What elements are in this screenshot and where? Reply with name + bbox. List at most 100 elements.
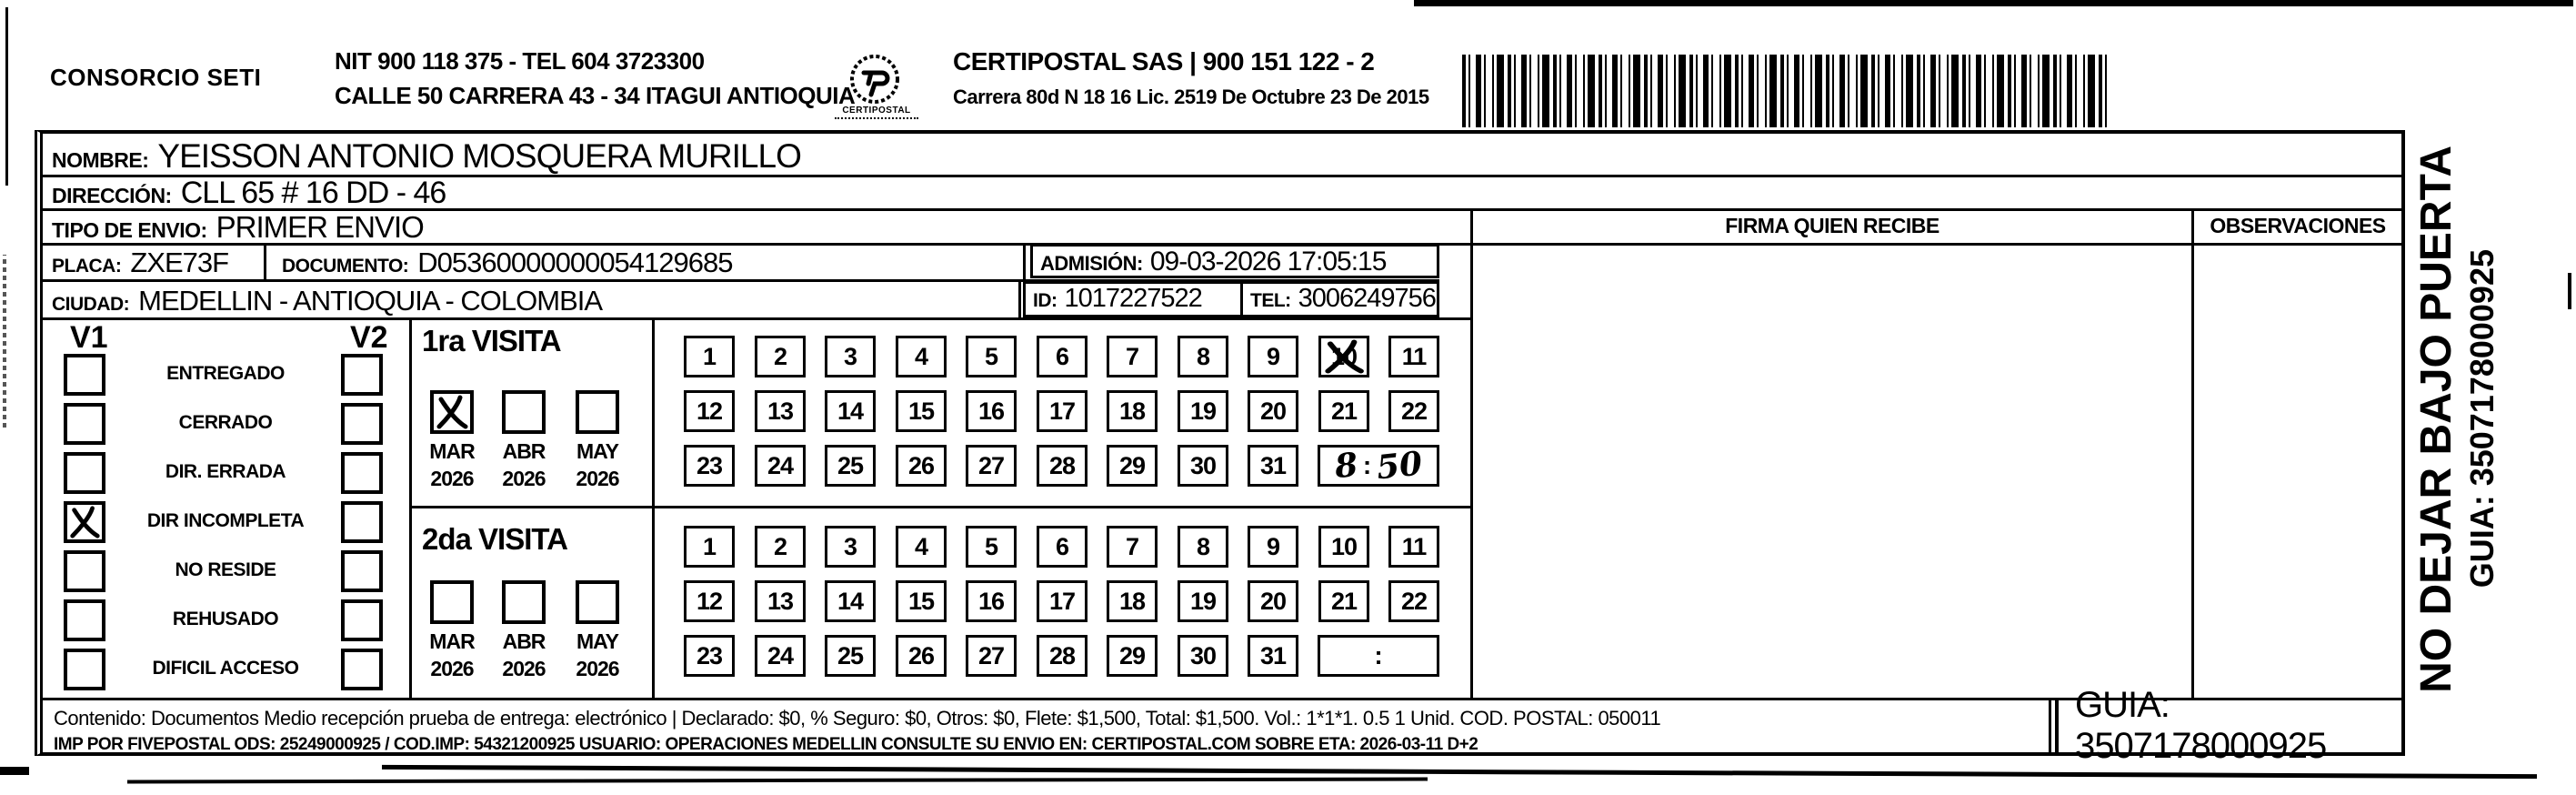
day-number: 19	[1189, 587, 1217, 615]
day-cell-15-visit-1[interactable]: 15	[896, 390, 947, 432]
day-cell-24-visit-1[interactable]: 24	[755, 445, 806, 487]
v1-checkbox-DIR INCOMPLETA[interactable]	[64, 501, 105, 543]
firma-signature-area[interactable]	[1473, 246, 2189, 695]
day-cell-25-visit-2[interactable]: 25	[825, 635, 876, 677]
day-cell-20-visit-1[interactable]: 20	[1248, 390, 1298, 432]
visit-title: 2da VISITA	[422, 522, 568, 556]
day-cell-21-visit-1[interactable]: 21	[1318, 390, 1369, 432]
divider	[1470, 208, 1473, 698]
day-cell-5-visit-1[interactable]: 5	[966, 336, 1017, 377]
direccion-label: DIRECCIÓN:	[52, 184, 172, 207]
day-cell-7-visit-2[interactable]: 7	[1107, 526, 1158, 568]
day-cell-21-visit-2[interactable]: 21	[1318, 580, 1369, 622]
day-cell-22-visit-2[interactable]: 22	[1388, 580, 1439, 622]
day-cell-25-visit-1[interactable]: 25	[825, 445, 876, 487]
day-cell-23-visit-1[interactable]: 23	[684, 445, 735, 487]
day-cell-10-visit-2[interactable]: 10	[1318, 526, 1369, 568]
month-checkbox-ABR-visit-1[interactable]	[502, 390, 546, 434]
time-box-visit-2[interactable]: :	[1318, 635, 1439, 677]
day-cell-4-visit-1[interactable]: 4	[896, 336, 947, 377]
v1-checkbox-DIFICIL ACCESO[interactable]	[64, 649, 105, 690]
day-cell-2-visit-2[interactable]: 2	[755, 526, 806, 568]
v2-checkbox-CERRADO[interactable]	[341, 403, 383, 445]
day-cell-10-visit-1[interactable]: 10	[1318, 336, 1369, 377]
day-cell-9-visit-2[interactable]: 9	[1248, 526, 1298, 568]
day-cell-13-visit-2[interactable]: 13	[755, 580, 806, 622]
day-cell-29-visit-2[interactable]: 29	[1107, 635, 1158, 677]
day-cell-24-visit-2[interactable]: 24	[755, 635, 806, 677]
day-cell-30-visit-2[interactable]: 30	[1178, 635, 1228, 677]
day-cell-3-visit-2[interactable]: 3	[825, 526, 876, 568]
day-cell-9-visit-1[interactable]: 9	[1248, 336, 1298, 377]
nombre-row: NOMBRE: YEISSON ANTONIO MOSQUERA MURILLO	[43, 137, 802, 176]
day-number: 2	[773, 342, 787, 370]
day-cell-18-visit-1[interactable]: 18	[1107, 390, 1158, 432]
day-cell-12-visit-2[interactable]: 12	[684, 580, 735, 622]
day-cell-29-visit-1[interactable]: 29	[1107, 445, 1158, 487]
day-cell-2-visit-1[interactable]: 2	[755, 336, 806, 377]
day-cell-15-visit-2[interactable]: 15	[896, 580, 947, 622]
v1-checkbox-REHUSADO[interactable]	[64, 599, 105, 641]
day-cell-14-visit-1[interactable]: 14	[825, 390, 876, 432]
time-box-visit-1[interactable]: 8:50	[1318, 444, 1439, 488]
day-cell-3-visit-1[interactable]: 3	[825, 336, 876, 377]
v1-checkbox-CERRADO[interactable]	[64, 403, 105, 445]
month-label: ABR 2026	[502, 439, 546, 490]
v2-checkbox-REHUSADO[interactable]	[341, 599, 383, 641]
day-cell-7-visit-1[interactable]: 7	[1107, 336, 1158, 377]
v1-checkbox-NO RESIDE[interactable]	[64, 550, 105, 592]
day-cell-16-visit-2[interactable]: 16	[966, 580, 1017, 622]
day-cell-17-visit-2[interactable]: 17	[1037, 580, 1088, 622]
day-number: 31	[1259, 641, 1287, 669]
day-cell-22-visit-1[interactable]: 22	[1388, 390, 1439, 432]
day-cell-30-visit-1[interactable]: 30	[1178, 445, 1228, 487]
day-cell-11-visit-2[interactable]: 11	[1388, 526, 1439, 568]
day-cell-28-visit-1[interactable]: 28	[1037, 445, 1088, 487]
day-cell-16-visit-1[interactable]: 16	[966, 390, 1017, 432]
month-checkbox-MAY-visit-1[interactable]	[576, 390, 619, 434]
v2-checkbox-DIR. ERRADA[interactable]	[341, 452, 383, 494]
day-cell-8-visit-1[interactable]: 8	[1178, 336, 1228, 377]
day-cell-31-visit-1[interactable]: 31	[1248, 445, 1298, 487]
month-checkbox-ABR-visit-2[interactable]	[502, 580, 546, 624]
day-cell-5-visit-2[interactable]: 5	[966, 526, 1017, 568]
day-cell-27-visit-1[interactable]: 27	[966, 445, 1017, 487]
observaciones-area[interactable]	[2194, 246, 2401, 695]
day-cell-14-visit-2[interactable]: 14	[825, 580, 876, 622]
day-cell-19-visit-2[interactable]: 19	[1178, 580, 1228, 622]
day-cell-31-visit-2[interactable]: 31	[1248, 635, 1298, 677]
day-cell-17-visit-1[interactable]: 17	[1037, 390, 1088, 432]
day-cell-6-visit-1[interactable]: 6	[1037, 336, 1088, 377]
v2-checkbox-DIFICIL ACCESO[interactable]	[341, 649, 383, 690]
ciudad-cell: CIUDAD: MEDELLIN - ANTIOQUIA - COLOMBIA	[43, 285, 603, 317]
day-cell-13-visit-1[interactable]: 13	[755, 390, 806, 432]
day-cell-20-visit-2[interactable]: 20	[1248, 580, 1298, 622]
day-cell-4-visit-2[interactable]: 4	[896, 526, 947, 568]
day-cell-18-visit-2[interactable]: 18	[1107, 580, 1158, 622]
month-checkbox-MAY-visit-2[interactable]	[576, 580, 619, 624]
day-cell-1-visit-1[interactable]: 1	[684, 336, 735, 377]
day-cell-26-visit-1[interactable]: 26	[896, 445, 947, 487]
day-cell-23-visit-2[interactable]: 23	[684, 635, 735, 677]
day-cell-19-visit-1[interactable]: 19	[1178, 390, 1228, 432]
month-checkbox-MAR-visit-2[interactable]	[430, 580, 474, 624]
day-cell-28-visit-2[interactable]: 28	[1037, 635, 1088, 677]
month-checkbox-MAR-visit-1[interactable]	[430, 390, 474, 434]
v2-checkbox-NO RESIDE[interactable]	[341, 550, 383, 592]
v2-checkbox-DIR INCOMPLETA[interactable]	[341, 501, 383, 543]
day-number: 21	[1330, 587, 1358, 615]
v1-checkbox-DIR. ERRADA[interactable]	[64, 452, 105, 494]
day-cell-26-visit-2[interactable]: 26	[896, 635, 947, 677]
v1-checkbox-ENTREGADO[interactable]	[64, 354, 105, 396]
v2-checkbox-ENTREGADO[interactable]	[341, 354, 383, 396]
day-cell-12-visit-1[interactable]: 12	[684, 390, 735, 432]
day-cell-27-visit-2[interactable]: 27	[966, 635, 1017, 677]
day-cell-11-visit-1[interactable]: 11	[1388, 336, 1439, 377]
day-cell-1-visit-2[interactable]: 1	[684, 526, 735, 568]
handwritten-hour: 8	[1332, 445, 1359, 487]
day-cell-6-visit-2[interactable]: 6	[1037, 526, 1088, 568]
status-label: NO RESIDE	[175, 559, 276, 580]
day-cell-8-visit-2[interactable]: 8	[1178, 526, 1228, 568]
time-separator: :	[1362, 451, 1372, 479]
nombre-label: NOMBRE:	[52, 148, 149, 172]
